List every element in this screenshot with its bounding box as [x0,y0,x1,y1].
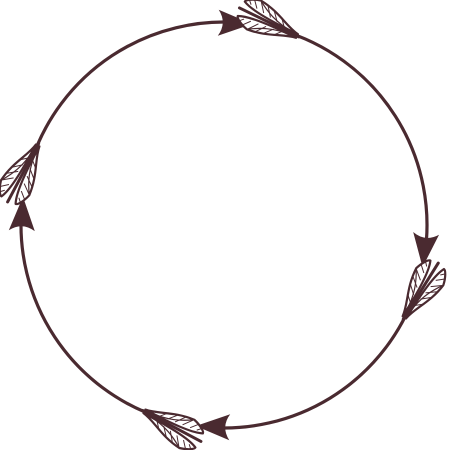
arrow-right-bottom-feathers [388,253,450,330]
arrow-top-right-feathers [230,0,308,53]
arrow-bottom-left-feathers [133,394,210,450]
arrow-left-top-shaft [29,20,244,164]
arrow-right-bottom-shaft [204,299,414,430]
arrow-bottom-left-shaft [19,205,163,420]
arrow-left-top-feathers [0,134,55,211]
arrowheads [8,9,440,441]
arrow-top-right-shaft [278,28,429,259]
arrow-shafts [19,20,429,430]
